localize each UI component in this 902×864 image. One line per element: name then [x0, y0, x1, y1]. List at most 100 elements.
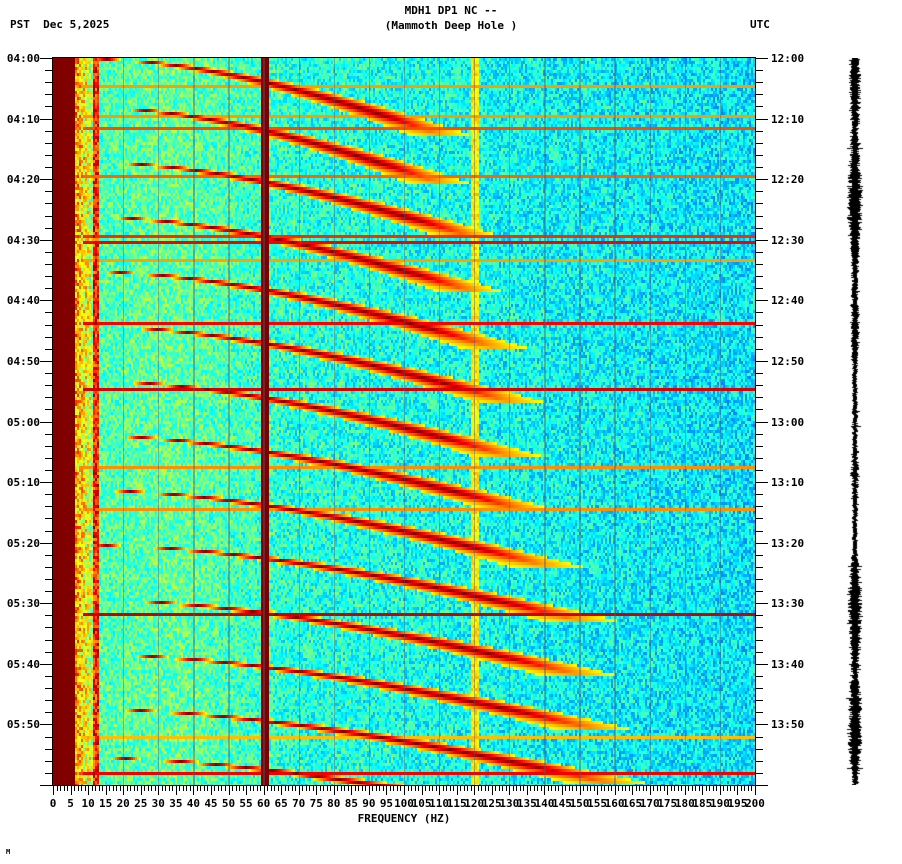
x-tick [657, 786, 658, 791]
x-tick [102, 786, 103, 791]
y-tick-left [45, 434, 52, 435]
x-tick [748, 786, 749, 791]
y-tick-label-pst: 05:40 [6, 657, 40, 671]
x-tick [618, 786, 619, 791]
x-tick-label: 135 [516, 797, 537, 810]
x-tick [569, 786, 570, 791]
x-tick [351, 786, 352, 795]
x-tick-label: 20 [116, 797, 130, 810]
x-tick [408, 786, 409, 791]
y-tick-left [45, 773, 52, 774]
x-tick [734, 786, 735, 791]
y-tick-left [45, 591, 52, 592]
y-tick-label-pst: 05:50 [6, 718, 40, 732]
x-tick [207, 786, 208, 791]
y-tick-right [756, 785, 768, 786]
x-tick [365, 786, 366, 791]
x-tick [418, 786, 419, 791]
y-tick-label-pst: 04:40 [6, 294, 40, 308]
x-axis-top [52, 57, 756, 58]
x-tick [625, 786, 626, 791]
x-axis-title: FREQUENCY (HZ) [357, 812, 451, 825]
x-tick [302, 786, 303, 791]
x-tick [446, 786, 447, 791]
x-tick [544, 786, 545, 795]
y-tick-right [756, 300, 768, 301]
y-tick-left [45, 749, 52, 750]
y-tick-right [756, 179, 768, 180]
y-tick-left [40, 58, 52, 59]
x-tick [583, 786, 584, 791]
x-tick [422, 786, 423, 795]
x-tick-label: 165 [622, 797, 643, 810]
x-tick-label: 105 [411, 797, 432, 810]
y-tick-right [756, 434, 763, 435]
x-tick [306, 786, 307, 791]
x-tick [411, 786, 412, 791]
x-tick [299, 786, 300, 795]
x-tick [481, 786, 482, 791]
x-tick [400, 786, 401, 791]
y-tick-left [45, 82, 52, 83]
y-tick-left [45, 615, 52, 616]
y-tick-left [45, 518, 52, 519]
y-tick-right [756, 724, 768, 725]
y-tick-left [40, 603, 52, 604]
x-tick [53, 786, 54, 795]
x-tick-label: 145 [552, 797, 572, 810]
x-tick [137, 786, 138, 791]
y-tick-left [45, 700, 52, 701]
x-tick-label: 40 [186, 797, 201, 810]
station-title: MDH1 DP1 NC -- [404, 4, 498, 17]
x-tick [495, 786, 496, 791]
y-tick-right [756, 385, 763, 386]
x-tick-label: 10 [81, 797, 95, 810]
x-tick-label: 60 [256, 797, 271, 810]
x-tick [88, 786, 89, 795]
x-tick [313, 786, 314, 791]
x-tick [608, 786, 609, 791]
y-tick-right [756, 240, 768, 241]
y-tick-right [756, 700, 763, 701]
y-tick-left [45, 264, 52, 265]
x-tick [158, 786, 159, 795]
y-tick-left [45, 349, 52, 350]
y-tick-right [756, 664, 768, 665]
x-tick-label: 185 [692, 797, 713, 810]
x-tick-label: 5 [67, 797, 74, 810]
x-tick [292, 786, 293, 791]
x-tick [527, 786, 528, 795]
x-tick [358, 786, 359, 791]
x-tick [572, 786, 573, 791]
x-tick [221, 786, 222, 791]
y-tick-label-pst: 05:30 [6, 597, 40, 611]
x-tick [64, 786, 65, 791]
x-tick [597, 786, 598, 795]
y-tick-right [756, 216, 763, 217]
x-tick [60, 786, 61, 791]
x-tick [372, 786, 373, 791]
y-tick-right [756, 737, 763, 738]
y-tick-label-pst: 04:00 [6, 52, 40, 65]
y-tick-label-utc: 12:50 [771, 354, 805, 368]
y-tick-right [756, 131, 763, 132]
y-tick-left [45, 106, 52, 107]
x-tick [397, 786, 398, 791]
x-tick [450, 786, 451, 791]
x-tick [250, 786, 251, 791]
x-tick [699, 786, 700, 791]
x-tick [688, 786, 689, 791]
y-tick-right [756, 82, 763, 83]
x-tick [709, 786, 710, 791]
x-tick-label: 25 [134, 797, 148, 810]
x-tick [534, 786, 535, 791]
x-tick [499, 786, 500, 791]
x-tick [281, 786, 282, 795]
x-tick [253, 786, 254, 791]
y-tick-label-utc: 13:40 [771, 657, 805, 671]
x-tick [109, 786, 110, 791]
x-tick [127, 786, 128, 791]
y-tick-left [45, 167, 52, 168]
x-tick [492, 786, 493, 795]
y-tick-right [756, 579, 763, 580]
